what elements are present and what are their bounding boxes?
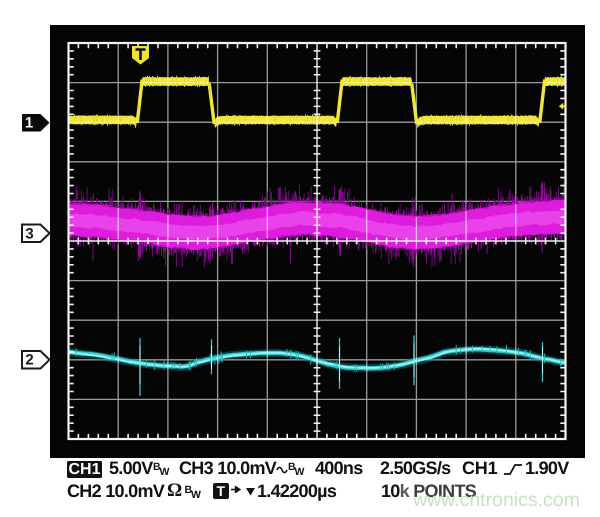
svg-text:2: 2	[25, 352, 33, 369]
svg-text:3: 3	[25, 225, 33, 242]
svg-text:1: 1	[25, 115, 33, 132]
